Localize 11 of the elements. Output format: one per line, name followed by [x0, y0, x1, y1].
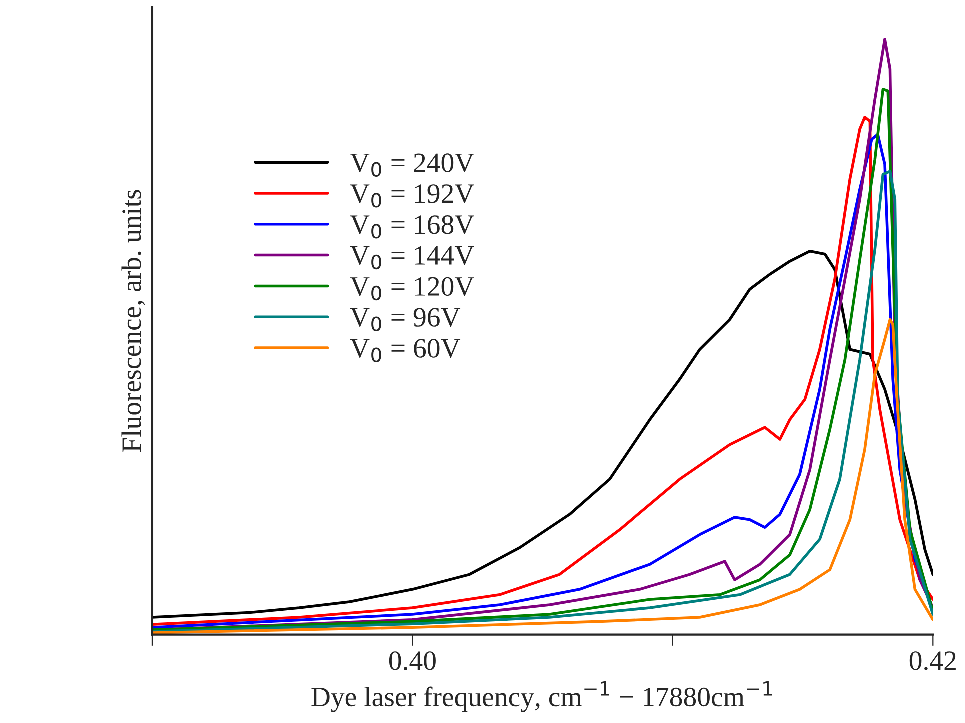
legend-label: V$_{0}$ = 192V — [350, 184, 474, 208]
y-axis-title: Fluorescence, arb. units — [122, 190, 146, 452]
x-axis-title: Dye laser frequency, cm$^{−1}$ − 17880cm$^{−1}$ — [312, 682, 772, 712]
x-tick-label: 0.40 — [389, 652, 436, 670]
legend-label: V$_{0}$ = 60V — [350, 339, 461, 362]
legend-label: V$_{0}$ = 144V — [350, 246, 474, 270]
legend-label: V$_{0}$ = 168V — [350, 215, 474, 239]
legend-label: V$_{0}$ = 120V — [350, 277, 474, 301]
x-tick-label: 0.42 — [910, 652, 956, 670]
legend-label: V$_{0}$ = 240V — [350, 154, 474, 177]
legend-label: V$_{0}$ = 96V — [350, 308, 461, 332]
